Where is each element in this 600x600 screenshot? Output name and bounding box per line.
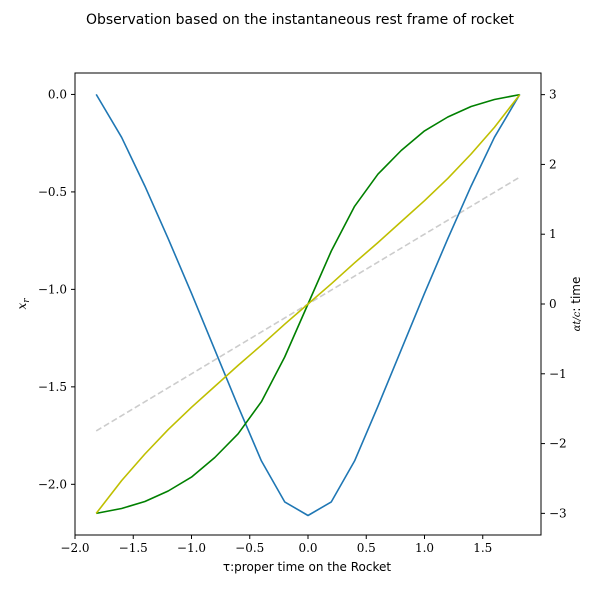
series-line-2 — [95, 94, 521, 514]
x-tick-label: 0.0 — [298, 541, 317, 555]
y-left-tick-label: −2.0 — [38, 477, 67, 491]
y-left-axis-label: xr — [15, 298, 32, 310]
y-right-axis-label: αt/c: time — [569, 277, 583, 332]
y-right-axis-ticks: −3 −2 −1 0 1 2 3 — [541, 88, 567, 520]
y-right-tick-label: −1 — [549, 367, 567, 381]
y-left-tick-label: −1.0 — [38, 282, 67, 296]
y-left-tick-label: −0.5 — [38, 185, 67, 199]
chart-title: Observation based on the instantaneous r… — [86, 12, 515, 28]
series-line-0 — [95, 93, 521, 517]
x-tick-label: −0.5 — [235, 541, 264, 555]
y-right-tick-label: 2 — [549, 157, 557, 171]
x-tick-label: −1.0 — [177, 541, 206, 555]
x-tick-label: −2.0 — [60, 541, 89, 555]
y-left-axis-ticks: −2.0 −1.5 −1.0 −0.5 0.0 — [38, 87, 75, 491]
y-right-tick-label: −2 — [549, 437, 567, 451]
x-tick-label: −1.5 — [119, 541, 148, 555]
y-right-tick-label: 0 — [549, 297, 557, 311]
x-tick-label: 1.5 — [473, 541, 492, 555]
y-right-tick-label: −3 — [549, 506, 567, 520]
y-left-tick-label: −1.5 — [38, 380, 67, 394]
y-left-tick-label: 0.0 — [48, 87, 67, 101]
x-axis-label: τ:proper time on the Rocket — [223, 560, 391, 574]
x-tick-label: 1.0 — [415, 541, 434, 555]
y-right-tick-label: 1 — [549, 227, 557, 241]
plot-lines — [95, 93, 521, 517]
x-tick-label: 0.5 — [357, 541, 376, 555]
y-right-tick-label: 3 — [549, 88, 557, 102]
x-axis-ticks: −2.0 −1.5 −1.0 −0.5 0.0 0.5 1.0 1.5 — [60, 535, 492, 555]
